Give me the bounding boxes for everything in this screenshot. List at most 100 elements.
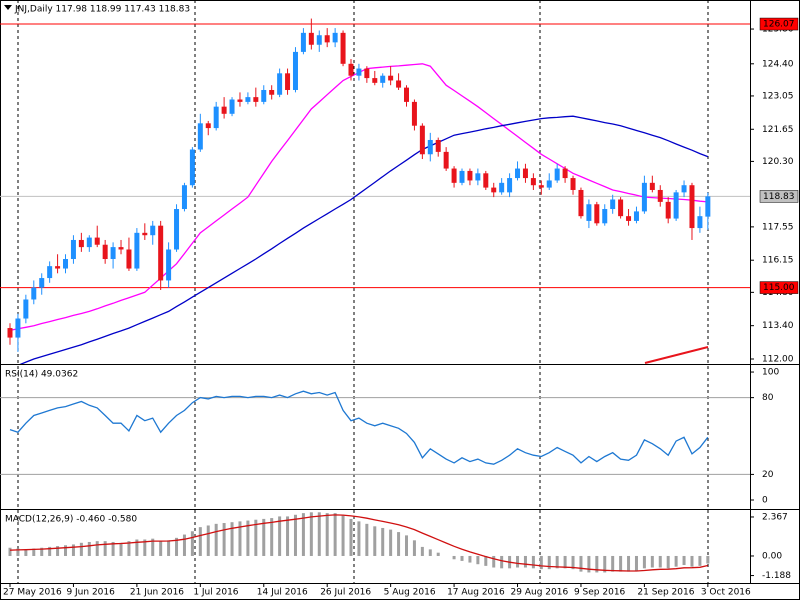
histogram-bar	[238, 521, 242, 556]
candle-body	[610, 199, 616, 210]
histogram-bar	[698, 555, 702, 566]
y-tick-label: 117.55	[762, 222, 794, 232]
candle-body	[189, 149, 195, 186]
candle-body	[689, 185, 695, 229]
candle-body	[348, 63, 354, 76]
histogram-bar	[143, 539, 147, 556]
candle-body	[23, 299, 29, 319]
histogram-bar	[627, 555, 631, 572]
x-tick-label: 21 Sep 2016	[637, 588, 694, 598]
period-separators	[17, 0, 709, 583]
histogram-bar	[563, 555, 567, 569]
candle-body	[396, 80, 402, 88]
y-tick-label: 113.40	[762, 321, 794, 331]
candle-body	[340, 32, 346, 64]
x-tick-label: 26 Jul 2016	[320, 588, 371, 598]
candle-body	[633, 211, 639, 221]
candle-body	[483, 173, 489, 188]
price-level-box	[759, 190, 799, 203]
candle-body	[126, 249, 132, 269]
histogram-bar	[555, 555, 559, 569]
y-tick-label: 112.00	[762, 355, 794, 365]
candle-body	[158, 225, 164, 281]
histogram-bar	[301, 513, 305, 556]
histogram-bar	[293, 514, 297, 556]
candle-body	[570, 178, 576, 190]
y-tick-label: 2.367	[762, 512, 788, 522]
candle-body	[388, 75, 394, 81]
y-tick-label: 80	[762, 393, 774, 403]
pane	[0, 390, 750, 475]
indicator-line	[9, 514, 708, 572]
x-tick-label: 3 Oct 2016	[701, 588, 751, 598]
histogram-bar	[706, 555, 710, 564]
y-tick-label: 100	[762, 368, 779, 378]
macd-info: MACD(12,26,9) -0.460 -0.580	[5, 515, 137, 525]
histogram-bar	[175, 537, 179, 556]
price-level-label: 115.00	[763, 283, 795, 293]
candle-body	[522, 168, 528, 179]
candle-body	[253, 97, 259, 102]
histogram-bar	[547, 555, 551, 570]
histogram-bar	[222, 523, 226, 556]
candle-body	[110, 247, 116, 260]
histogram-bar	[111, 541, 115, 556]
candle-body	[15, 318, 21, 338]
y-tick-label: 0.00	[762, 551, 782, 561]
candle-body	[118, 247, 124, 250]
rsi-info: RSI(14) 49.0362	[5, 370, 78, 380]
candle-body	[229, 99, 235, 114]
histogram-bar	[460, 555, 464, 561]
histogram-bar	[682, 555, 686, 566]
histogram-bar	[587, 555, 591, 573]
candle-body	[78, 239, 84, 248]
y-tick-label: 20	[762, 470, 774, 480]
histogram-bar	[595, 555, 599, 573]
histogram-bar	[642, 555, 646, 569]
candle-body	[364, 68, 370, 79]
histogram-bar	[262, 518, 266, 556]
price-level-label: 126.07	[763, 20, 795, 30]
candle-body	[221, 106, 227, 114]
price-level-box	[759, 281, 799, 294]
candle-body	[467, 170, 473, 181]
candle-body	[316, 35, 322, 45]
candle-body	[649, 182, 655, 190]
candle-body	[697, 216, 703, 229]
histogram-bar	[159, 541, 163, 556]
candle-body	[269, 89, 275, 95]
candle-body	[285, 73, 291, 90]
histogram-bar	[286, 516, 290, 556]
candle-body	[618, 199, 624, 217]
candle-body	[411, 101, 417, 126]
candle-body	[55, 266, 61, 269]
histogram-bar	[151, 538, 155, 556]
y-tick-label: 116.15	[762, 256, 794, 266]
histogram-bar	[71, 544, 75, 556]
y-tick-label: 0	[762, 496, 768, 506]
candle-body	[277, 73, 283, 95]
menu-triangle[interactable]	[4, 5, 12, 10]
candle-body	[475, 173, 481, 181]
indicator-line	[19, 115, 709, 364]
candle-body	[554, 168, 560, 181]
histogram-bar	[523, 555, 527, 568]
candle-body	[181, 185, 187, 210]
candle-body	[174, 209, 180, 250]
histogram-bar	[270, 518, 274, 556]
candle-body	[237, 99, 243, 102]
candle-body	[594, 204, 600, 224]
histogram-bar	[397, 532, 401, 556]
histogram-bar	[198, 527, 202, 556]
histogram-bar	[182, 534, 186, 556]
histogram-bar	[95, 541, 99, 556]
x-tick-label: 5 Aug 2016	[384, 588, 436, 598]
histogram-bar	[666, 555, 670, 569]
candle-body	[261, 89, 267, 102]
candle-body	[626, 216, 632, 221]
histogram-bar	[341, 515, 345, 556]
candle-body	[213, 106, 219, 129]
candle-body	[665, 201, 671, 219]
histogram-bar	[230, 522, 234, 556]
candle-body	[538, 185, 544, 188]
